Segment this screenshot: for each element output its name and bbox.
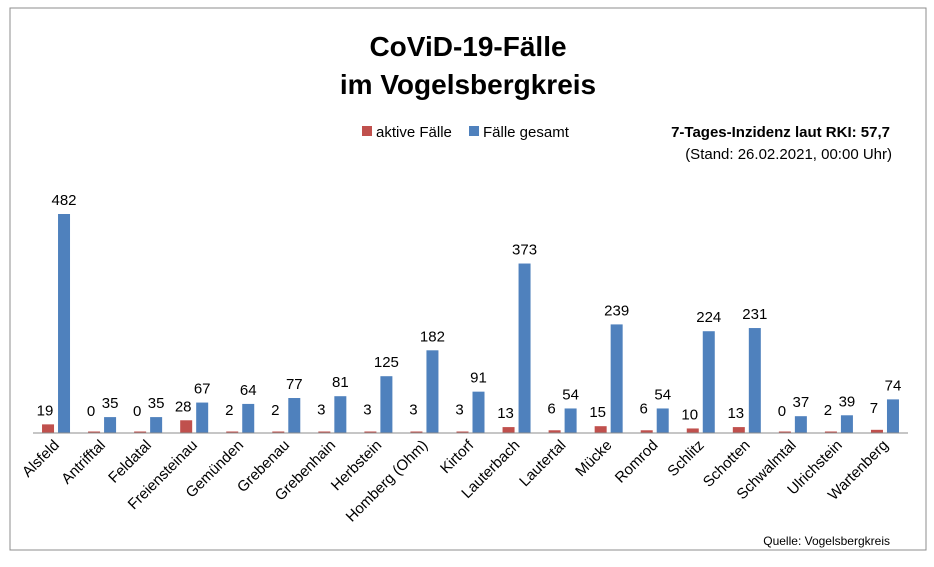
bar-aktive-faelle bbox=[272, 431, 285, 433]
data-label-aktive: 0 bbox=[133, 403, 141, 420]
bar-faelle-gesamt bbox=[748, 328, 761, 433]
bar-faelle-gesamt bbox=[104, 417, 117, 433]
data-label-gesamt: 35 bbox=[102, 395, 119, 412]
data-label-aktive: 3 bbox=[409, 402, 417, 419]
bar-faelle-gesamt bbox=[886, 399, 899, 433]
data-label-gesamt: 125 bbox=[374, 354, 399, 371]
data-label-gesamt: 54 bbox=[654, 386, 671, 403]
bar-aktive-faelle bbox=[548, 430, 561, 433]
bar-aktive-faelle bbox=[364, 431, 377, 433]
data-label-aktive: 3 bbox=[317, 402, 325, 419]
bar-aktive-faelle bbox=[870, 429, 883, 433]
incidence-annotation: 7-Tages-Inzidenz laut RKI: 57,7 bbox=[671, 124, 890, 141]
data-label-aktive: 3 bbox=[363, 402, 371, 419]
legend: aktive Fälle Fälle gesamt bbox=[362, 124, 570, 141]
bar-faelle-gesamt bbox=[380, 376, 393, 433]
bar-faelle-gesamt bbox=[334, 396, 347, 433]
bar-aktive-faelle bbox=[824, 431, 837, 433]
data-label-gesamt: 231 bbox=[742, 306, 767, 323]
chart-title-line-2: im Vogelsbergkreis bbox=[340, 69, 596, 100]
bar-faelle-gesamt bbox=[58, 214, 71, 433]
data-label-aktive: 2 bbox=[225, 402, 233, 419]
data-label-aktive: 6 bbox=[640, 400, 648, 417]
data-label-gesamt: 67 bbox=[194, 381, 211, 398]
chart-border bbox=[9, 7, 927, 551]
legend-swatch-aktive bbox=[362, 126, 372, 136]
data-label-gesamt: 74 bbox=[885, 377, 902, 394]
data-label-aktive: 0 bbox=[87, 403, 95, 420]
data-label-aktive: 10 bbox=[681, 406, 698, 423]
bar-aktive-faelle bbox=[502, 427, 515, 433]
legend-label-aktive: aktive Fälle bbox=[376, 124, 452, 141]
data-label-aktive: 2 bbox=[271, 402, 279, 419]
bar-faelle-gesamt bbox=[150, 417, 163, 433]
data-label-gesamt: 239 bbox=[604, 302, 629, 319]
data-label-gesamt: 35 bbox=[148, 395, 165, 412]
data-label-gesamt: 482 bbox=[52, 192, 77, 209]
legend-swatch-gesamt bbox=[469, 126, 479, 136]
bar-faelle-gesamt bbox=[288, 398, 301, 433]
bar-aktive-faelle bbox=[640, 430, 653, 433]
bar-aktive-faelle bbox=[180, 420, 193, 433]
data-label-gesamt: 77 bbox=[286, 376, 303, 393]
data-label-aktive: 7 bbox=[870, 400, 878, 417]
bar-aktive-faelle bbox=[134, 431, 147, 433]
bar-faelle-gesamt bbox=[472, 391, 485, 433]
bar-aktive-faelle bbox=[318, 431, 331, 433]
bar-faelle-gesamt bbox=[656, 408, 669, 433]
data-label-aktive: 3 bbox=[455, 402, 463, 419]
data-label-aktive: 13 bbox=[497, 405, 514, 422]
bar-aktive-faelle bbox=[88, 431, 101, 433]
data-label-aktive: 28 bbox=[175, 398, 192, 415]
data-label-gesamt: 64 bbox=[240, 382, 257, 399]
bar-aktive-faelle bbox=[410, 431, 423, 433]
bar-aktive-faelle bbox=[778, 431, 791, 433]
bar-faelle-gesamt bbox=[242, 403, 255, 433]
bar-aktive-faelle bbox=[686, 428, 699, 433]
data-label-gesamt: 39 bbox=[839, 393, 856, 410]
bar-faelle-gesamt bbox=[794, 416, 807, 433]
data-label-aktive: 15 bbox=[589, 404, 606, 421]
bar-aktive-faelle bbox=[226, 431, 239, 433]
bar-aktive-faelle bbox=[42, 424, 55, 433]
bar-faelle-gesamt bbox=[426, 350, 439, 433]
bar-faelle-gesamt bbox=[610, 324, 623, 433]
bar-faelle-gesamt bbox=[564, 408, 577, 433]
legend-label-gesamt: Fälle gesamt bbox=[483, 124, 570, 141]
data-label-gesamt: 37 bbox=[793, 394, 810, 411]
data-label-aktive: 19 bbox=[37, 402, 54, 419]
bar-aktive-faelle bbox=[594, 426, 607, 433]
stand-annotation: (Stand: 26.02.2021, 00:00 Uhr) bbox=[685, 146, 892, 163]
data-label-gesamt: 373 bbox=[512, 242, 537, 259]
bar-faelle-gesamt bbox=[840, 415, 853, 433]
bar-aktive-faelle bbox=[732, 427, 745, 433]
bar-faelle-gesamt bbox=[518, 263, 531, 433]
source-note: Quelle: Vogelsbergkreis bbox=[763, 534, 890, 548]
data-label-aktive: 13 bbox=[727, 405, 744, 422]
data-label-aktive: 0 bbox=[778, 403, 786, 420]
bar-faelle-gesamt bbox=[196, 402, 209, 433]
chart-title-line-1: CoViD-19-Fälle bbox=[369, 31, 566, 62]
data-label-gesamt: 91 bbox=[470, 370, 487, 387]
data-label-gesamt: 81 bbox=[332, 374, 349, 391]
data-label-gesamt: 182 bbox=[420, 328, 445, 345]
data-label-aktive: 6 bbox=[547, 400, 555, 417]
data-label-aktive: 2 bbox=[824, 402, 832, 419]
data-label-gesamt: 224 bbox=[696, 309, 721, 326]
bar-faelle-gesamt bbox=[702, 331, 715, 433]
bar-aktive-faelle bbox=[456, 431, 469, 433]
data-label-gesamt: 54 bbox=[562, 386, 579, 403]
